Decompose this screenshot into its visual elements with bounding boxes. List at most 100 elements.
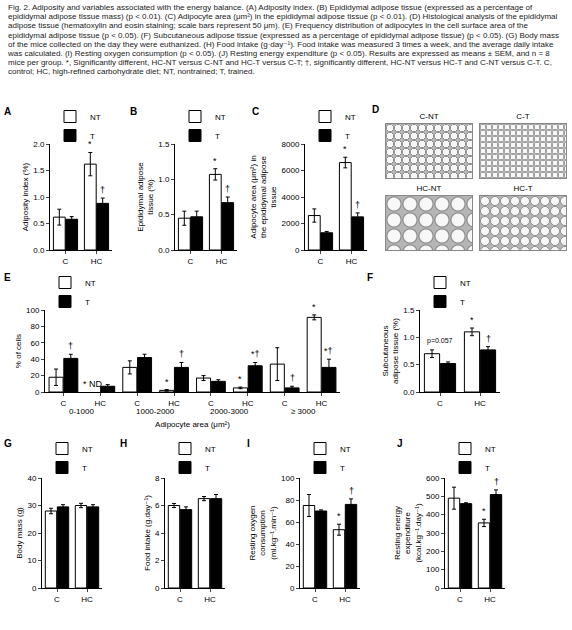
svg-text:6: 6 — [155, 501, 160, 510]
svg-text:*†: *† — [324, 346, 333, 356]
svg-text:100: 100 — [426, 565, 440, 574]
svg-text:300: 300 — [426, 529, 440, 538]
svg-text:20: 20 — [27, 529, 36, 538]
svg-text:†: † — [349, 486, 354, 496]
svg-text:T: T — [345, 132, 350, 141]
svg-text:NT: NT — [345, 113, 356, 122]
svg-text:*: * — [238, 374, 242, 384]
svg-text:†: † — [494, 477, 499, 487]
svg-text:p=0.057: p=0.057 — [427, 337, 453, 345]
svg-text:40: 40 — [27, 474, 36, 483]
svg-text:1.0: 1.0 — [33, 193, 45, 202]
svg-text:% of cells: % of cells — [14, 334, 23, 368]
svg-text:* ND: * ND — [83, 379, 103, 389]
svg-text:HC: HC — [95, 399, 107, 408]
svg-text:600: 600 — [426, 474, 440, 483]
svg-text:NT: NT — [340, 445, 351, 454]
svg-text:20: 20 — [285, 562, 294, 571]
svg-text:2000-3000: 2000-3000 — [210, 407, 249, 416]
svg-text:C: C — [63, 257, 69, 266]
svg-text:T: T — [85, 298, 90, 307]
svg-text:G: G — [4, 438, 12, 449]
svg-text:C: C — [54, 595, 60, 604]
svg-text:0: 0 — [290, 584, 295, 593]
svg-text:A: A — [4, 106, 11, 117]
svg-text:8000: 8000 — [282, 140, 300, 149]
svg-text:NT: NT — [460, 279, 471, 288]
svg-text:500: 500 — [426, 492, 440, 501]
svg-text:40: 40 — [285, 540, 294, 549]
svg-text:0: 0 — [32, 584, 37, 593]
svg-text:HC: HC — [316, 399, 328, 408]
svg-text:200: 200 — [426, 547, 440, 556]
svg-text:60: 60 — [285, 518, 294, 527]
svg-text:T: T — [90, 132, 95, 141]
svg-text:HC: HC — [484, 595, 496, 604]
svg-text:J: J — [397, 438, 403, 449]
svg-text:B: B — [130, 106, 137, 117]
svg-text:C: C — [282, 399, 288, 408]
svg-text:*: * — [213, 156, 217, 166]
svg-text:≥ 3000: ≥ 3000 — [291, 407, 316, 416]
svg-text:C: C — [252, 106, 259, 117]
svg-text:†: † — [179, 349, 184, 359]
svg-text:*: * — [88, 139, 92, 149]
svg-text:H: H — [120, 438, 127, 449]
svg-text:*: * — [343, 144, 347, 154]
svg-text:C: C — [134, 399, 140, 408]
svg-text:HC: HC — [242, 399, 254, 408]
svg-text:6000: 6000 — [282, 166, 300, 175]
svg-text:1000-2000: 1000-2000 — [136, 407, 175, 416]
svg-text:Adiposity index (%): Adiposity index (%) — [21, 162, 30, 231]
svg-text:0: 0 — [435, 584, 440, 593]
svg-text:NT: NT — [215, 113, 226, 122]
svg-text:HC: HC — [168, 399, 180, 408]
svg-text:0: 0 — [295, 246, 300, 255]
svg-text:0.5: 0.5 — [33, 219, 45, 228]
svg-text:†: † — [486, 334, 491, 344]
svg-text:80: 80 — [30, 322, 39, 331]
svg-text:0.0: 0.0 — [403, 388, 415, 397]
svg-text:HC: HC — [91, 257, 103, 266]
svg-text:T: T — [340, 464, 345, 473]
svg-text:1.5: 1.5 — [158, 140, 170, 149]
svg-text:*: * — [482, 506, 486, 516]
svg-text:30: 30 — [27, 501, 36, 510]
svg-text:8: 8 — [155, 474, 160, 483]
svg-text:†: † — [355, 200, 360, 210]
svg-text:NT: NT — [205, 445, 216, 454]
svg-text:C: C — [312, 595, 318, 604]
svg-text:Resting oxygenconsumption(ml.k: Resting oxygenconsumption(ml.kg⁻¹.min⁻¹) — [248, 505, 278, 560]
svg-text:†: † — [290, 373, 295, 383]
svg-text:C: C — [177, 595, 183, 604]
svg-text:E: E — [4, 272, 11, 283]
svg-text:T: T — [205, 464, 210, 473]
svg-text:HC: HC — [474, 399, 486, 408]
svg-text:T: T — [82, 464, 87, 473]
svg-text:NT: NT — [90, 113, 101, 122]
svg-text:C: C — [188, 257, 194, 266]
svg-text:2.0: 2.0 — [33, 140, 45, 149]
svg-text:1.0: 1.0 — [403, 333, 415, 342]
svg-text:*†: *† — [251, 349, 260, 359]
svg-text:60: 60 — [30, 339, 39, 348]
svg-text:HC: HC — [81, 595, 93, 604]
svg-text:Adipocyte area (μm²): Adipocyte area (μm²) — [155, 420, 230, 429]
svg-text:80: 80 — [285, 496, 294, 505]
svg-text:†: † — [100, 185, 105, 195]
svg-text:0: 0 — [35, 388, 40, 397]
svg-text:Body mass (g): Body mass (g) — [15, 507, 24, 559]
svg-text:20: 20 — [30, 371, 39, 380]
svg-text:Adipocyte area (μm²) inthe epi: Adipocyte area (μm²) inthe epididymal ad… — [249, 155, 279, 238]
svg-text:†: † — [68, 341, 73, 351]
svg-text:100: 100 — [26, 306, 40, 315]
svg-text:1.5: 1.5 — [403, 306, 415, 315]
svg-text:T: T — [485, 464, 490, 473]
svg-text:2: 2 — [155, 556, 160, 565]
svg-text:1.5: 1.5 — [33, 166, 45, 175]
svg-text:Resting energyexpenditure(kcal: Resting energyexpenditure(kcal.kg⁻¹.day⁻… — [393, 503, 423, 562]
svg-text:HC: HC — [346, 257, 358, 266]
svg-text:†: † — [225, 184, 230, 194]
svg-text:0.5: 0.5 — [158, 210, 170, 219]
svg-text:100: 100 — [281, 474, 295, 483]
